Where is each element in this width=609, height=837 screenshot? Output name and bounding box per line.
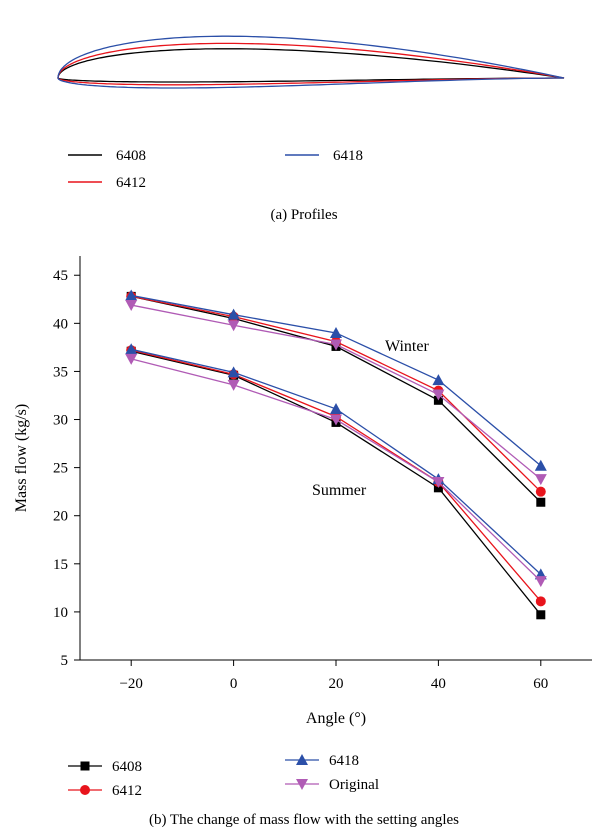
y-tick-label: 10 (53, 605, 68, 621)
series-winter-6418 (125, 289, 547, 471)
data-point (125, 353, 138, 365)
legend-label-6418: 6418 (333, 148, 363, 164)
data-point (432, 477, 445, 489)
data-point (125, 300, 138, 312)
y-tick-label: 15 (53, 557, 68, 573)
legend-marker (296, 779, 308, 790)
data-point (227, 308, 240, 320)
data-point (534, 474, 547, 486)
data-point (535, 486, 546, 497)
profile-6418 (57, 35, 565, 89)
data-point (536, 610, 546, 620)
y-tick-label: 40 (53, 316, 68, 332)
legend-item-6412: 6412 (68, 783, 142, 799)
data-point (432, 374, 445, 386)
legend-marker (80, 785, 90, 795)
profiles-legend: 6408 6412 6418 (68, 148, 363, 191)
series-winter-original (125, 300, 547, 486)
panel-b-caption: (b) The change of mass flow with the set… (149, 812, 459, 828)
y-tick-label: 30 (53, 413, 68, 429)
series-summer-6412 (126, 345, 546, 607)
legend-label-6408: 6408 (116, 148, 146, 164)
data-point (125, 343, 138, 355)
data-point (534, 459, 547, 471)
data-point (535, 596, 546, 607)
legend-label: 6418 (329, 753, 359, 769)
y-tick-label: 25 (53, 461, 68, 477)
data-point (536, 497, 546, 507)
x-tick-label: 0 (230, 676, 238, 692)
x-ticks: −20 0 20 40 60 (119, 660, 548, 692)
y-tick-label: 5 (61, 653, 69, 669)
x-tick-label: 60 (533, 676, 548, 692)
data-point (330, 339, 342, 351)
airfoil-profiles (57, 35, 565, 89)
series-line (131, 349, 542, 602)
legend-marker (80, 761, 90, 771)
data-point (432, 389, 445, 401)
x-axis-label: Angle (°) (306, 710, 366, 727)
series-winter-6412 (126, 291, 546, 497)
series-summer-original (125, 353, 547, 588)
legend-label: 6408 (112, 759, 142, 775)
legend-label-6412: 6412 (116, 175, 146, 191)
data-point (330, 326, 342, 338)
series-line (131, 348, 542, 575)
panel-a-caption: (a) Profiles (270, 207, 337, 223)
data-point (227, 366, 240, 378)
annotation-summer: Summer (312, 482, 367, 499)
data-point (125, 289, 138, 301)
x-tick-label: −20 (119, 676, 142, 692)
x-tick-label: 40 (431, 676, 446, 692)
y-tick-label: 20 (53, 509, 68, 525)
x-tick-label: 20 (329, 676, 344, 692)
legend-item-6418: 6418 (285, 753, 359, 769)
series-winter-6408 (126, 291, 546, 507)
y-axis-label: Mass flow (kg/s) (13, 404, 30, 512)
legend-item-original: Original (285, 777, 379, 793)
series-line (131, 358, 542, 582)
annotation-winter: Winter (385, 338, 429, 355)
legend-label: Original (329, 777, 379, 793)
data-point (330, 414, 342, 426)
series-line (131, 295, 542, 493)
data-point (330, 402, 342, 414)
y-tick-label: 35 (53, 364, 68, 380)
data-point (534, 576, 547, 588)
data-point (227, 320, 240, 332)
chart-legend: 6408 6412 6418 Original (68, 753, 379, 799)
y-ticks: 5 10 15 20 25 30 35 40 45 (53, 268, 80, 669)
legend-item-6408: 6408 (68, 759, 142, 775)
y-tick-label: 45 (53, 268, 68, 284)
series-group (125, 289, 547, 620)
data-point (227, 379, 240, 391)
legend-label: 6412 (112, 783, 142, 799)
legend-marker (296, 754, 308, 765)
mass-flow-chart: 5 10 15 20 25 30 35 40 45 −20 0 20 40 60 Winter Summ… (13, 256, 592, 727)
